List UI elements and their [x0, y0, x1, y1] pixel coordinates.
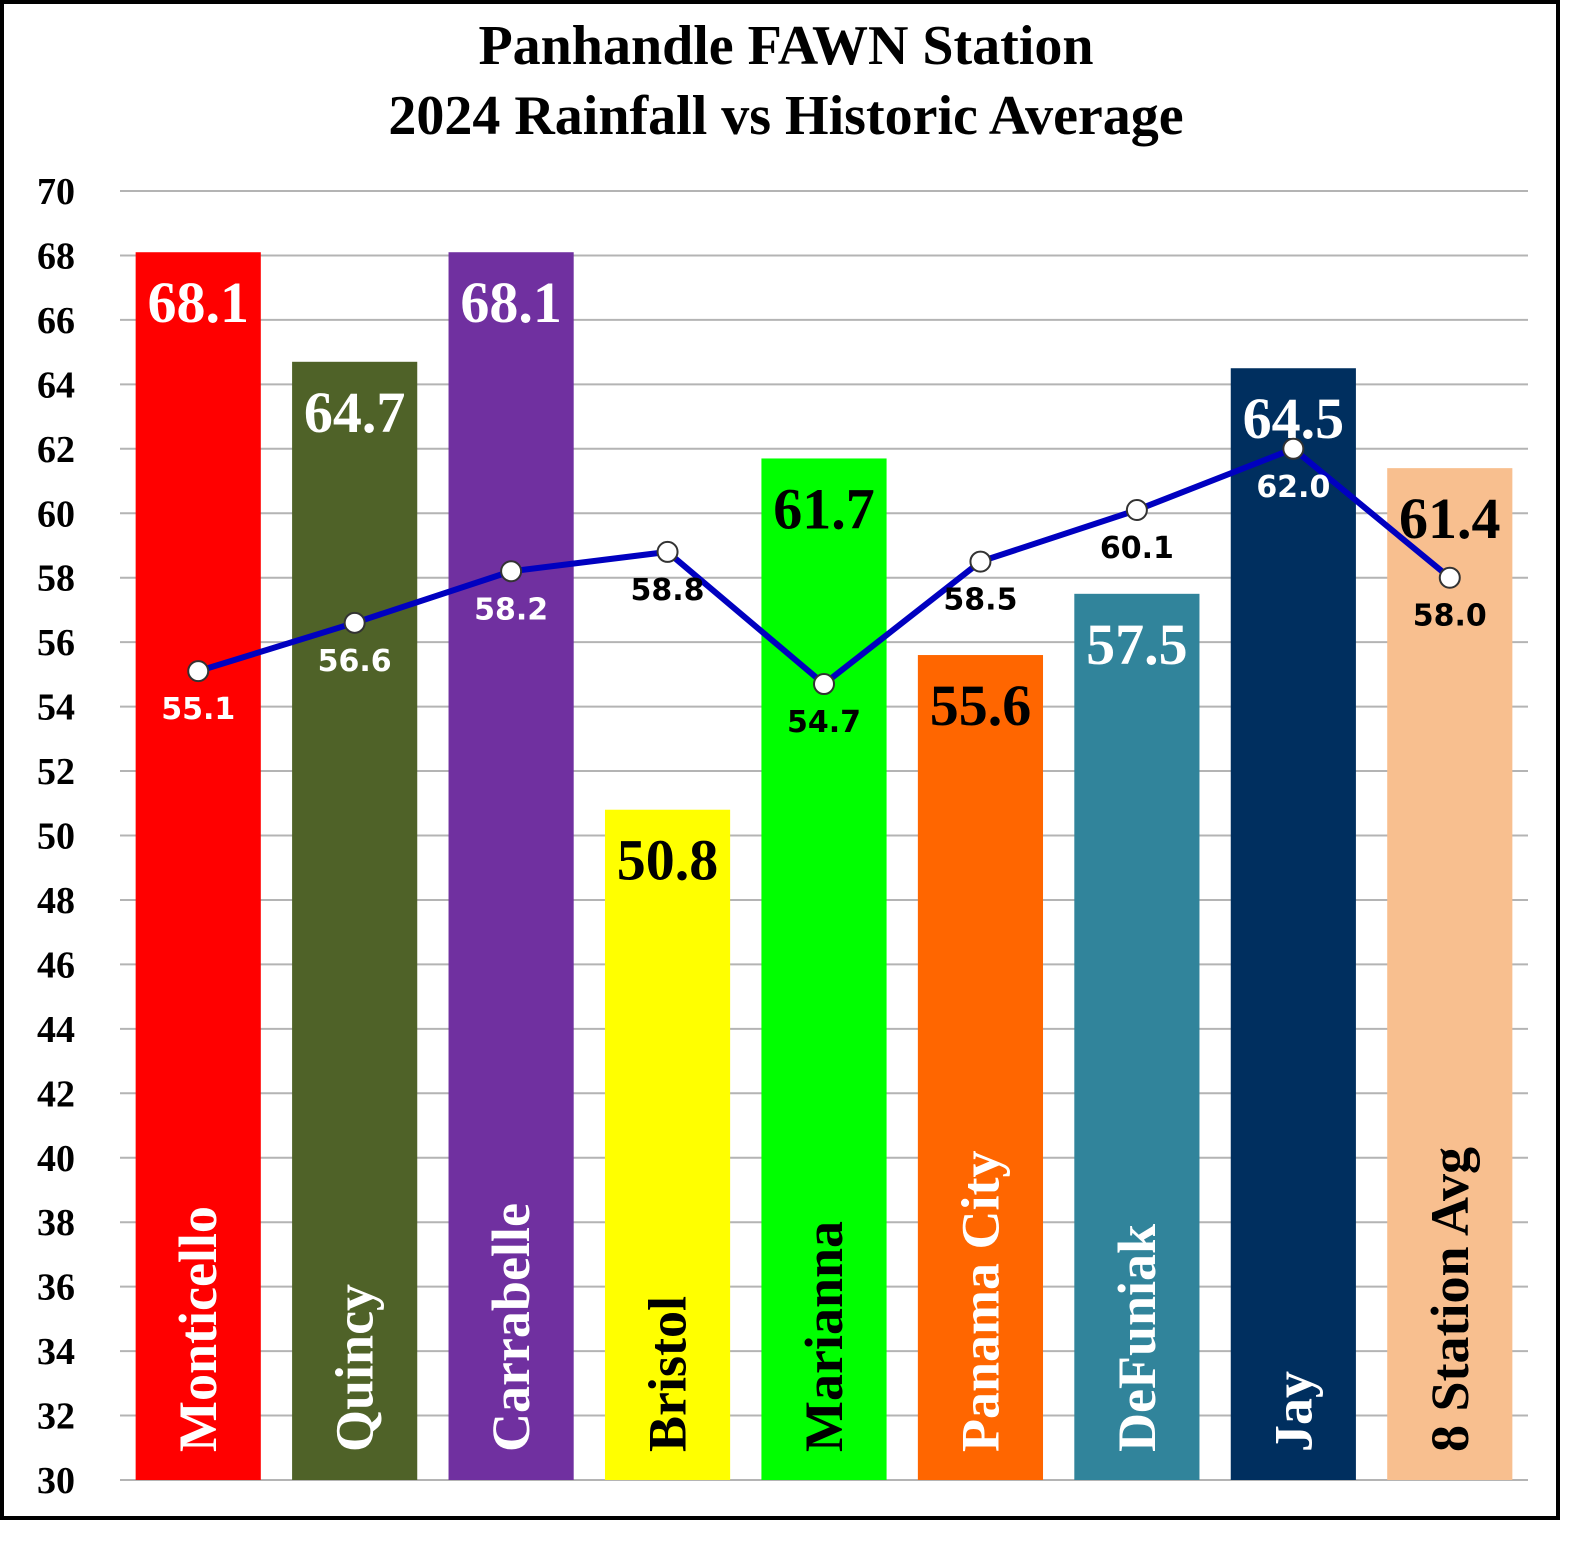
bar [917, 655, 1044, 1480]
y-tick-label: 34 [37, 1331, 75, 1373]
bar [1387, 468, 1513, 1480]
bar [604, 809, 731, 1480]
y-tick-label: 52 [37, 751, 75, 793]
line-value-label: 58.2 [474, 592, 548, 627]
line-marker [1282, 437, 1305, 460]
y-tick-label: 36 [37, 1267, 75, 1309]
bar [1230, 368, 1356, 1480]
category-label: Monticello [168, 1206, 228, 1452]
line-marker [500, 560, 523, 583]
line-value-label: 54.7 [787, 705, 861, 740]
line-value-label: 62.0 [1256, 470, 1330, 505]
line-marker [656, 540, 679, 563]
bar [292, 361, 418, 1481]
y-tick-label: 64 [37, 364, 75, 406]
bar [135, 252, 261, 1480]
category-label: Carrabelle [481, 1203, 541, 1452]
y-tick-label: 38 [37, 1202, 75, 1244]
chart-subtitle: 2024 Rainfall vs Historic Average [388, 85, 1183, 147]
category-label: 8 Station Avg [1420, 1147, 1480, 1452]
category-label: Bristol [638, 1296, 698, 1452]
bar [448, 252, 574, 1480]
line-marker [1125, 499, 1148, 522]
y-tick-label: 48 [37, 880, 75, 922]
line-value-label: 58.8 [631, 573, 705, 608]
category-label: Panama City [950, 1151, 1010, 1452]
y-tick-label: 50 [37, 816, 75, 858]
bar-value-label: 61.4 [1399, 486, 1501, 551]
bar-value-label: 68.1 [460, 270, 562, 335]
bar-value-label: 68.1 [147, 270, 249, 335]
bar [1074, 593, 1200, 1480]
y-tick-label: 54 [37, 687, 75, 729]
y-tick-label: 66 [37, 300, 75, 342]
category-label: DeFuniak [1107, 1224, 1167, 1452]
bar-value-label: 64.7 [304, 380, 406, 445]
chart-title: Panhandle FAWN Station [478, 15, 1093, 77]
line-value-label: 58.5 [943, 583, 1017, 618]
y-tick-label: 30 [37, 1460, 75, 1502]
y-tick-label: 60 [37, 493, 75, 535]
line-marker [187, 660, 210, 683]
y-tick-label: 42 [37, 1073, 75, 1115]
y-tick-label: 46 [37, 944, 75, 986]
y-tick-label: 68 [37, 235, 75, 277]
line-marker [343, 611, 366, 634]
line-marker [1438, 566, 1461, 589]
y-tick-label: 32 [37, 1396, 75, 1438]
bar-value-label: 50.8 [617, 828, 719, 893]
line-marker [969, 550, 992, 573]
line-value-label: 58.0 [1413, 599, 1487, 634]
category-label: Marianna [794, 1221, 854, 1452]
y-tick-label: 62 [37, 429, 75, 471]
bar-value-label: 55.6 [930, 673, 1032, 738]
bar-value-label: 57.5 [1086, 612, 1188, 677]
line-value-label: 60.1 [1100, 531, 1174, 566]
category-label: Quincy [325, 1284, 385, 1452]
line-value-label: 56.6 [318, 644, 392, 679]
bar [761, 458, 887, 1480]
y-tick-label: 56 [37, 622, 75, 664]
line-value-label: 55.1 [161, 692, 235, 727]
bar-value-label: 61.7 [773, 476, 875, 541]
y-tick-label: 44 [37, 1009, 75, 1051]
y-tick-label: 40 [37, 1138, 75, 1180]
line-marker [813, 673, 835, 696]
y-tick-label: 70 [37, 171, 75, 213]
category-label: Jay [1263, 1371, 1323, 1452]
y-tick-label: 58 [37, 558, 75, 600]
